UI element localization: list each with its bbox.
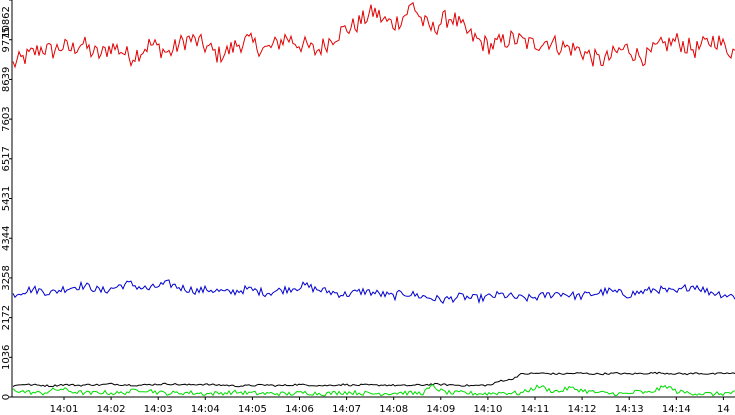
x-tick-label: 14:02 bbox=[97, 404, 126, 415]
x-tick-label: 14 bbox=[717, 404, 730, 415]
x-tick-label: 14:01 bbox=[50, 404, 79, 415]
x-tick-label: 14:14 bbox=[662, 404, 691, 415]
x-tick-label: 14:03 bbox=[144, 404, 173, 415]
x-tick-label: 14:10 bbox=[473, 404, 502, 415]
series-line-2 bbox=[12, 279, 735, 305]
y-tick-label: 6517 bbox=[1, 146, 12, 171]
y-tick-label: 0 bbox=[1, 394, 12, 400]
series-line-1 bbox=[12, 1, 735, 69]
series-layer bbox=[12, 1, 735, 397]
y-tick-label: 5431 bbox=[1, 186, 12, 211]
y-tick-label: 9775 bbox=[1, 27, 12, 52]
y-tick-label: 1036 bbox=[1, 345, 12, 370]
series-line-3 bbox=[12, 371, 735, 388]
x-tick-label: 14:13 bbox=[615, 404, 644, 415]
y-tick-label: 8639 bbox=[1, 67, 12, 92]
x-tick-label: 14:08 bbox=[379, 404, 408, 415]
x-tick-label: 14:07 bbox=[332, 404, 361, 415]
y-tick-layer: 0 1036 2172 3258 4344 5431 6517 7603 8639 9775108… bbox=[1, 0, 12, 400]
y-tick-label: 4344 bbox=[1, 226, 12, 251]
x-tick-label: 14:04 bbox=[191, 404, 220, 415]
y-tick-label: 7603 bbox=[1, 106, 12, 131]
x-tick-label: 14:09 bbox=[426, 404, 455, 415]
x-tick-label: 14:12 bbox=[568, 404, 597, 415]
x-tick-label: 14:06 bbox=[285, 404, 314, 415]
y-tick-label: 2172 bbox=[1, 305, 12, 330]
series-line-4 bbox=[12, 384, 735, 397]
y-tick-label: 10862 bbox=[1, 6, 12, 38]
y-tick-label: 3258 bbox=[1, 265, 12, 290]
x-tick-layer: 14:01 14:02 14:03 14:04 14:05 14:06 14:07 14:08… bbox=[50, 397, 730, 415]
x-tick-label: 14:11 bbox=[521, 404, 550, 415]
x-tick-label: 14:05 bbox=[238, 404, 267, 415]
